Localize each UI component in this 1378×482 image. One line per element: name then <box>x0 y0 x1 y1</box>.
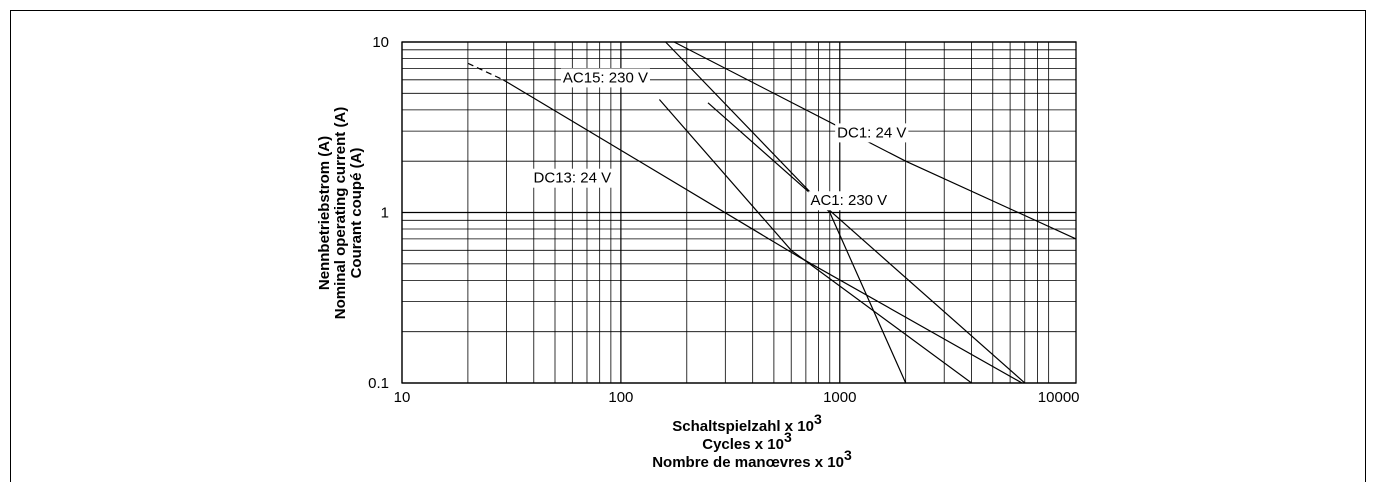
y-axis-title-line-1: Nennbetriebstrom (A) <box>316 136 333 290</box>
x-axis-title-line-1: Schaltspielzahl x 103 <box>672 411 822 435</box>
x-tick-label: 10 <box>394 389 411 406</box>
series-line <box>502 79 1023 384</box>
series-label: DC1: 24 V <box>837 124 906 141</box>
x-tick-label: 10000 <box>1038 389 1080 406</box>
series-label: DC13: 24 V <box>534 170 612 187</box>
y-tick-label: 1 <box>381 205 389 222</box>
series-line <box>665 41 907 384</box>
tick-labels: 10 100 1000 10000 0.1 1 10 <box>368 34 1079 406</box>
x-axis-title-line-3: Nombre de manœvres x 103 <box>652 447 852 471</box>
series-label-background <box>835 123 909 143</box>
x-tick-label: 100 <box>608 389 633 406</box>
series-line <box>673 41 1077 240</box>
series-label-background <box>808 191 890 211</box>
y-axis-title-line-2: Nominal operating current (A) <box>332 107 349 320</box>
y-axis-title: Nennbetriebstrom (A) Nominal operating c… <box>316 107 365 320</box>
series-label-background <box>531 168 614 188</box>
series-labels: DC1: 24 V AC1: 230 V AC15: 230 V DC13: 24 V <box>531 68 909 211</box>
y-axis-title-line-3: Courant coupé (A) <box>348 148 365 279</box>
series-label: AC15: 230 V <box>563 69 648 86</box>
y-tick-label: 0.1 <box>368 375 389 392</box>
series-label-background <box>560 68 650 88</box>
x-axis-title-line-2: Cycles x 103 <box>702 429 792 453</box>
series-line-dashed <box>467 62 504 81</box>
chart-frame <box>10 10 1366 482</box>
series-line <box>707 102 1026 384</box>
y-tick-label: 10 <box>372 34 389 51</box>
series-line <box>658 99 972 384</box>
x-axis-title: Schaltspielzahl x 103 Cycles x 103 Nombr… <box>652 411 852 471</box>
series-label: AC1: 230 V <box>810 192 887 209</box>
grid <box>401 41 1077 384</box>
plot-border <box>401 41 1077 384</box>
series-lines <box>467 41 1077 384</box>
x-tick-label: 1000 <box>823 389 856 406</box>
